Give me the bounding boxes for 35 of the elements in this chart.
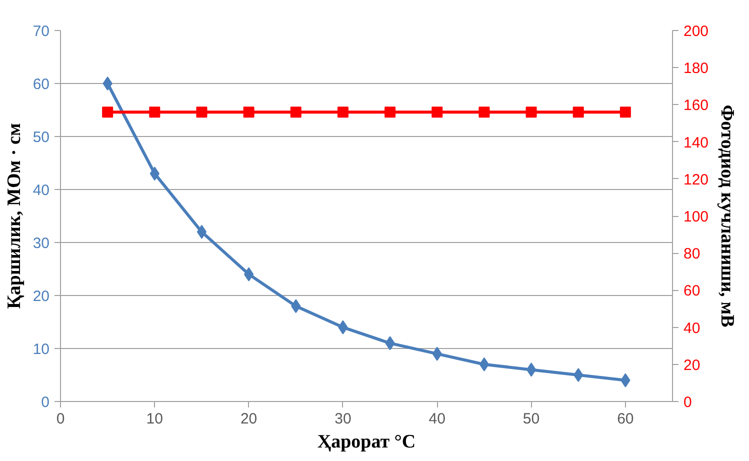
y-tick-label: 30 <box>32 235 50 252</box>
x-tick-label: 10 <box>146 410 163 428</box>
y-tick-label: 20 <box>32 288 50 305</box>
y2-tick-label: 20 <box>684 356 700 374</box>
y-tick-label: 40 <box>32 182 50 199</box>
y2-tick-label: 60 <box>684 282 700 300</box>
x-tick-label: 0 <box>56 410 65 428</box>
y2-tick-label: 120 <box>684 171 709 188</box>
y2-tick-label: 200 <box>684 23 709 40</box>
x-tick-label: 30 <box>334 410 352 428</box>
x-axis-title: Ҳарорат °C <box>317 432 416 452</box>
y-tick-label: 50 <box>32 129 50 146</box>
y-tick-label: 70 <box>32 23 50 40</box>
point <box>196 224 207 239</box>
y2-tick-label: 140 <box>684 134 709 152</box>
x-tick-label: 50 <box>522 410 540 428</box>
x-tick-label: 60 <box>617 410 634 428</box>
x-tick-label: 40 <box>428 410 446 428</box>
y2-tick-label: 80 <box>684 246 700 263</box>
point <box>574 368 584 382</box>
point <box>244 267 254 282</box>
point <box>479 357 490 372</box>
y2-tick-label: 0 <box>684 394 692 411</box>
y2-tick-label: 100 <box>684 208 709 226</box>
y-axis-title: Қаршилик, МОм · см <box>4 123 25 309</box>
y-tick-label: 0 <box>41 394 50 411</box>
y2-axis-title: Фотодиод кучланиши, мВ <box>716 104 738 328</box>
y2-tick-label: 160 <box>684 97 709 114</box>
y2-tick-label: 40 <box>684 320 700 337</box>
point <box>526 362 536 377</box>
y-tick-label: 10 <box>32 341 50 358</box>
y-tick-label: 60 <box>32 76 50 93</box>
y2-tick-label: 180 <box>684 60 709 78</box>
point <box>102 76 112 90</box>
x-tick-label: 20 <box>240 410 258 428</box>
